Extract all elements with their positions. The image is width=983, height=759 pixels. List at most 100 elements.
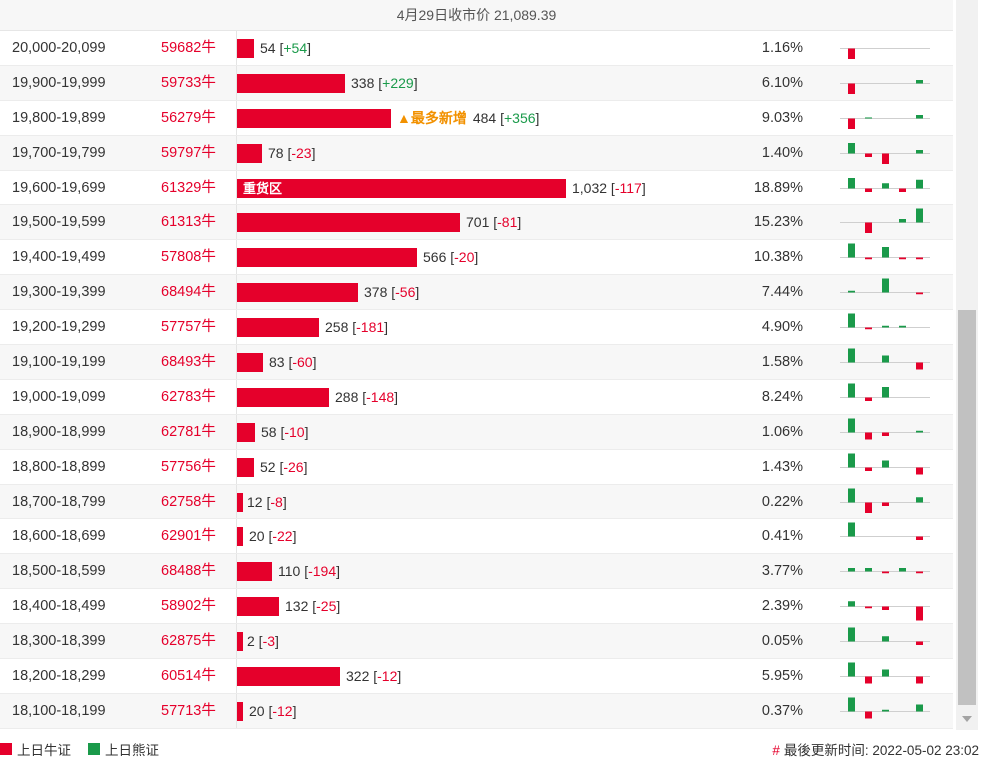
cbbc-code[interactable]: 57756牛 xyxy=(161,458,216,475)
column-divider xyxy=(236,135,237,170)
qty-value: 132 [-25] xyxy=(285,598,341,615)
qty-bar xyxy=(237,73,345,93)
spark-bar xyxy=(848,290,855,293)
cbbc-code[interactable]: 68493牛 xyxy=(161,354,216,371)
cbbc-code[interactable]: 57713牛 xyxy=(161,702,216,719)
spark-bar xyxy=(916,704,923,712)
table-row[interactable]: 18,500-18,599 68488牛 110 [-194] 3.77% xyxy=(0,554,953,590)
heavy-zone-label: 重货区 xyxy=(243,180,283,196)
percent-value: 5.95% xyxy=(761,668,803,685)
spark-bar xyxy=(882,247,889,258)
table-row[interactable]: 19,600-19,699 61329牛 重货区 1,032 [-117] 18.89% xyxy=(0,170,953,206)
strike-range: 19,000-19,099 xyxy=(12,388,106,405)
qty-number: 58 xyxy=(261,423,277,440)
table-row[interactable]: 18,400-18,499 58902牛 132 [-25] 2.39% xyxy=(0,589,953,625)
strike-range: 18,200-18,299 xyxy=(12,668,106,685)
strike-range: 18,100-18,199 xyxy=(12,702,106,719)
table-row[interactable]: 19,200-19,299 57757牛 258 [-181] 4.90% xyxy=(0,310,953,346)
table-row[interactable]: 19,100-19,199 68493牛 83 [-60] 1.58% xyxy=(0,345,953,380)
spark-bar xyxy=(916,179,923,189)
cbbc-code[interactable]: 57808牛 xyxy=(161,249,216,266)
qty-bar xyxy=(237,492,243,512)
spark-bar xyxy=(882,636,889,642)
spark-bar xyxy=(882,355,889,363)
strike-range: 18,500-18,599 xyxy=(12,563,106,580)
cbbc-code[interactable]: 62758牛 xyxy=(161,493,216,510)
spark-bar xyxy=(865,397,872,401)
cbbc-code[interactable]: 57757牛 xyxy=(161,319,216,336)
cbbc-code[interactable]: 68488牛 xyxy=(161,563,216,580)
table-row[interactable]: 19,500-19,599 61313牛 701 [-81] 15.23% xyxy=(0,205,953,241)
spark-bar xyxy=(865,502,872,513)
spark-bar xyxy=(882,606,889,611)
cbbc-code[interactable]: 58902牛 xyxy=(161,598,216,615)
cbbc-code[interactable]: 62781牛 xyxy=(161,423,216,440)
qty-number: 83 xyxy=(269,354,285,371)
spark-bar xyxy=(848,243,855,258)
spark-bar xyxy=(865,257,872,260)
cbbc-code[interactable]: 60514牛 xyxy=(161,668,216,685)
mini-trend-chart xyxy=(840,662,930,684)
table-row[interactable]: 19,800-19,899 56279牛 ▲最多新增 484 [+356] 9.03% xyxy=(0,100,953,136)
cbbc-code[interactable]: 59797牛 xyxy=(161,144,216,161)
spark-bar xyxy=(916,257,923,260)
table-row[interactable]: 18,700-18,799 62758牛 12 [-8] 0.22% xyxy=(0,484,953,520)
table-row[interactable]: 19,000-19,099 62783牛 288 [-148] 8.24% xyxy=(0,379,953,415)
qty-change: +229 xyxy=(382,74,414,91)
qty-change: -194 xyxy=(308,563,337,580)
footer-bar: 上日牛证 上日熊证 # 最後更新时间: 2022-05-02 23:02 xyxy=(0,735,983,759)
scrollbar-thumb[interactable] xyxy=(958,310,976,705)
qty-value: 52 [-26] xyxy=(260,458,308,475)
spark-bar xyxy=(916,467,923,475)
table-row[interactable]: 18,300-18,399 62875牛 2 [-3] 0.05% xyxy=(0,624,953,660)
percent-value: 7.44% xyxy=(761,284,803,301)
qty-value: 78 [-23] xyxy=(268,144,316,161)
percent-value: 9.03% xyxy=(761,109,803,126)
table-row[interactable]: 18,800-18,899 57756牛 52 [-26] 1.43% xyxy=(0,449,953,485)
percent-value: 0.37% xyxy=(761,702,803,719)
spark-bar xyxy=(848,488,855,503)
table-row[interactable]: 19,300-19,399 68494牛 378 [-56] 7.44% xyxy=(0,275,953,311)
cbbc-code[interactable]: 59733牛 xyxy=(161,74,216,91)
qty-number: 1,032 xyxy=(572,179,608,196)
qty-value: 20 [-12] xyxy=(249,702,297,719)
cbbc-code[interactable]: 62875牛 xyxy=(161,633,216,650)
spark-bar xyxy=(848,383,855,398)
spark-bar xyxy=(865,606,872,609)
table-row[interactable]: 18,900-18,999 62781牛 58 [-10] 1.06% xyxy=(0,414,953,450)
qty-change: -12 xyxy=(377,668,398,685)
vertical-scrollbar[interactable] xyxy=(956,0,978,730)
mini-trend-chart xyxy=(840,177,930,192)
cbbc-code[interactable]: 62783牛 xyxy=(161,388,216,405)
spark-bar xyxy=(882,709,889,712)
qty-number: 701 xyxy=(466,214,490,231)
table-row[interactable]: 18,200-18,299 60514牛 322 [-12] 5.95% xyxy=(0,659,953,694)
spark-bar xyxy=(865,117,872,119)
cbbc-code[interactable]: 56279牛 xyxy=(161,109,216,126)
cbbc-code[interactable]: 68494牛 xyxy=(161,284,216,301)
qty-bar xyxy=(237,422,255,442)
cbbc-code[interactable]: 62901牛 xyxy=(161,528,216,545)
spark-bar xyxy=(848,177,855,189)
qty-bar xyxy=(237,457,254,477)
mini-trend-chart xyxy=(840,627,930,646)
table-row[interactable]: 19,700-19,799 59797牛 78 [-23] 1.40% xyxy=(0,135,953,171)
table-row[interactable]: 18,100-18,199 57713牛 20 [-12] 0.37% xyxy=(0,693,953,729)
qty-value: 1,032 [-117] xyxy=(572,179,646,196)
qty-change: -10 xyxy=(284,423,305,440)
mini-trend-chart xyxy=(840,453,930,475)
qty-change: -8 xyxy=(270,493,283,510)
table-row[interactable]: 19,900-19,999 59733牛 338 [+229] 6.10% xyxy=(0,65,953,101)
table-row[interactable]: 20,000-20,099 59682牛 54 [+54] 1.16% xyxy=(0,31,953,66)
qty-bar xyxy=(237,283,358,303)
qty-bar xyxy=(237,318,319,338)
table-row[interactable]: 18,600-18,699 62901牛 20 [-22] 0.41% xyxy=(0,519,953,555)
qty-number: 52 xyxy=(260,458,276,475)
cbbc-code[interactable]: 61329牛 xyxy=(161,179,216,196)
spark-bar xyxy=(865,222,872,234)
cbbc-code[interactable]: 61313牛 xyxy=(161,214,216,231)
scroll-down-arrow-icon[interactable] xyxy=(962,716,972,722)
cbbc-code[interactable]: 59682牛 xyxy=(161,40,216,56)
qty-value: 20 [-22] xyxy=(249,528,297,545)
table-row[interactable]: 19,400-19,499 57808牛 566 [-20] 10.38% xyxy=(0,240,953,276)
